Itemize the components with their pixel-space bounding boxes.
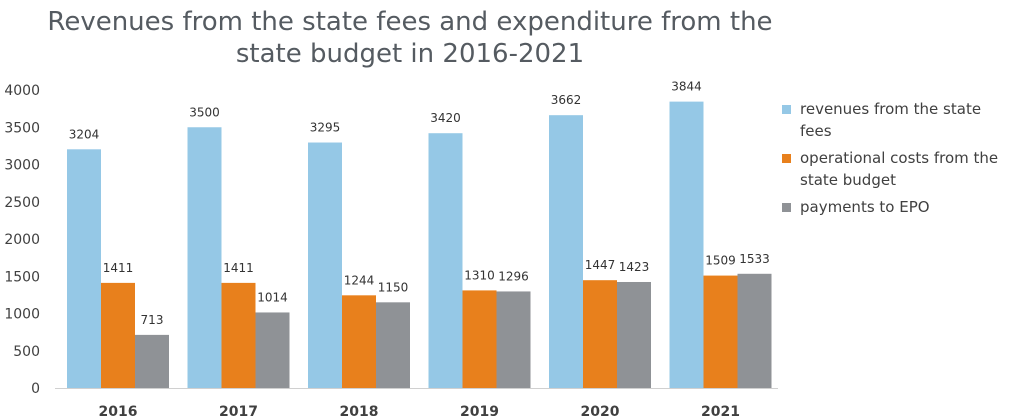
bar — [496, 291, 531, 388]
bar — [67, 149, 101, 388]
data-label: 1296 — [498, 269, 529, 283]
legend-swatch-payments-epo — [782, 203, 791, 212]
data-label: 1423 — [619, 260, 650, 274]
bar — [342, 295, 376, 388]
x-tick-label: 2018 — [340, 404, 379, 419]
data-label: 3295 — [310, 121, 341, 135]
y-axis: 0 500 1000 1500 2000 2500 3000 3500 4000 — [4, 83, 40, 397]
data-label: 1150 — [378, 280, 409, 294]
data-label: 1509 — [705, 254, 736, 268]
bar-chart: 0 500 1000 1500 2000 2500 3000 3500 4000 3204 141… — [4, 80, 778, 419]
bar — [101, 282, 135, 388]
legend-swatch-operational-costs — [782, 154, 791, 163]
bar — [583, 280, 617, 388]
x-tick-label: 2021 — [701, 404, 740, 419]
legend: revenues from the state fees operational… — [782, 98, 1010, 223]
bar — [308, 142, 342, 388]
legend-swatch-revenues — [782, 105, 791, 114]
data-label: 1411 — [223, 261, 254, 275]
data-label: 3204 — [69, 127, 100, 141]
legend-label-operational-costs: operational costs from the state budget — [800, 149, 999, 189]
chart-title: Revenues from the state fees and expendi… — [47, 7, 773, 69]
y-tick-label: 0 — [31, 381, 40, 397]
data-label: 1533 — [739, 252, 770, 266]
y-tick-label: 2500 — [4, 195, 40, 211]
x-tick-label: 2019 — [460, 404, 499, 419]
bar — [135, 334, 169, 388]
bar — [737, 273, 772, 388]
y-tick-label: 3500 — [4, 120, 40, 136]
data-label: 1310 — [464, 268, 495, 282]
bar — [221, 282, 256, 388]
data-label: 3844 — [671, 80, 702, 94]
y-tick-label: 3000 — [4, 158, 40, 174]
bar — [669, 101, 704, 388]
data-label: 3500 — [189, 105, 220, 119]
bar — [187, 127, 222, 388]
bar — [462, 290, 497, 388]
data-label: 1447 — [585, 258, 616, 272]
y-tick-label: 500 — [13, 344, 40, 360]
data-label: 3420 — [430, 111, 461, 125]
y-tick-label: 2000 — [4, 232, 40, 248]
legend-item-revenues: revenues from the state fees — [782, 98, 1010, 142]
x-axis: 2016 2017 2018 2019 2020 2021 — [55, 388, 778, 419]
data-label: 1411 — [103, 261, 134, 275]
bar — [255, 312, 290, 388]
bar — [376, 302, 410, 388]
x-tick-label: 2020 — [581, 404, 620, 419]
data-label: 1014 — [257, 290, 288, 304]
bar — [703, 275, 738, 388]
legend-item-operational-costs: operational costs from the state budget — [782, 147, 1010, 191]
x-tick-label: 2016 — [99, 404, 138, 419]
data-label: 713 — [141, 313, 164, 327]
y-tick-label: 1500 — [4, 269, 40, 285]
data-label: 1244 — [344, 273, 375, 287]
bar — [617, 281, 651, 388]
data-label: 3662 — [551, 93, 582, 107]
y-tick-label: 4000 — [4, 83, 40, 99]
y-tick-label: 1000 — [4, 307, 40, 323]
legend-label-payments-epo: payments to EPO — [800, 198, 930, 216]
legend-label-revenues: revenues from the state fees — [800, 100, 982, 140]
x-tick-label: 2017 — [219, 404, 258, 419]
legend-item-payments-epo: payments to EPO — [782, 196, 1010, 218]
bar — [549, 115, 583, 388]
bar — [428, 133, 463, 388]
